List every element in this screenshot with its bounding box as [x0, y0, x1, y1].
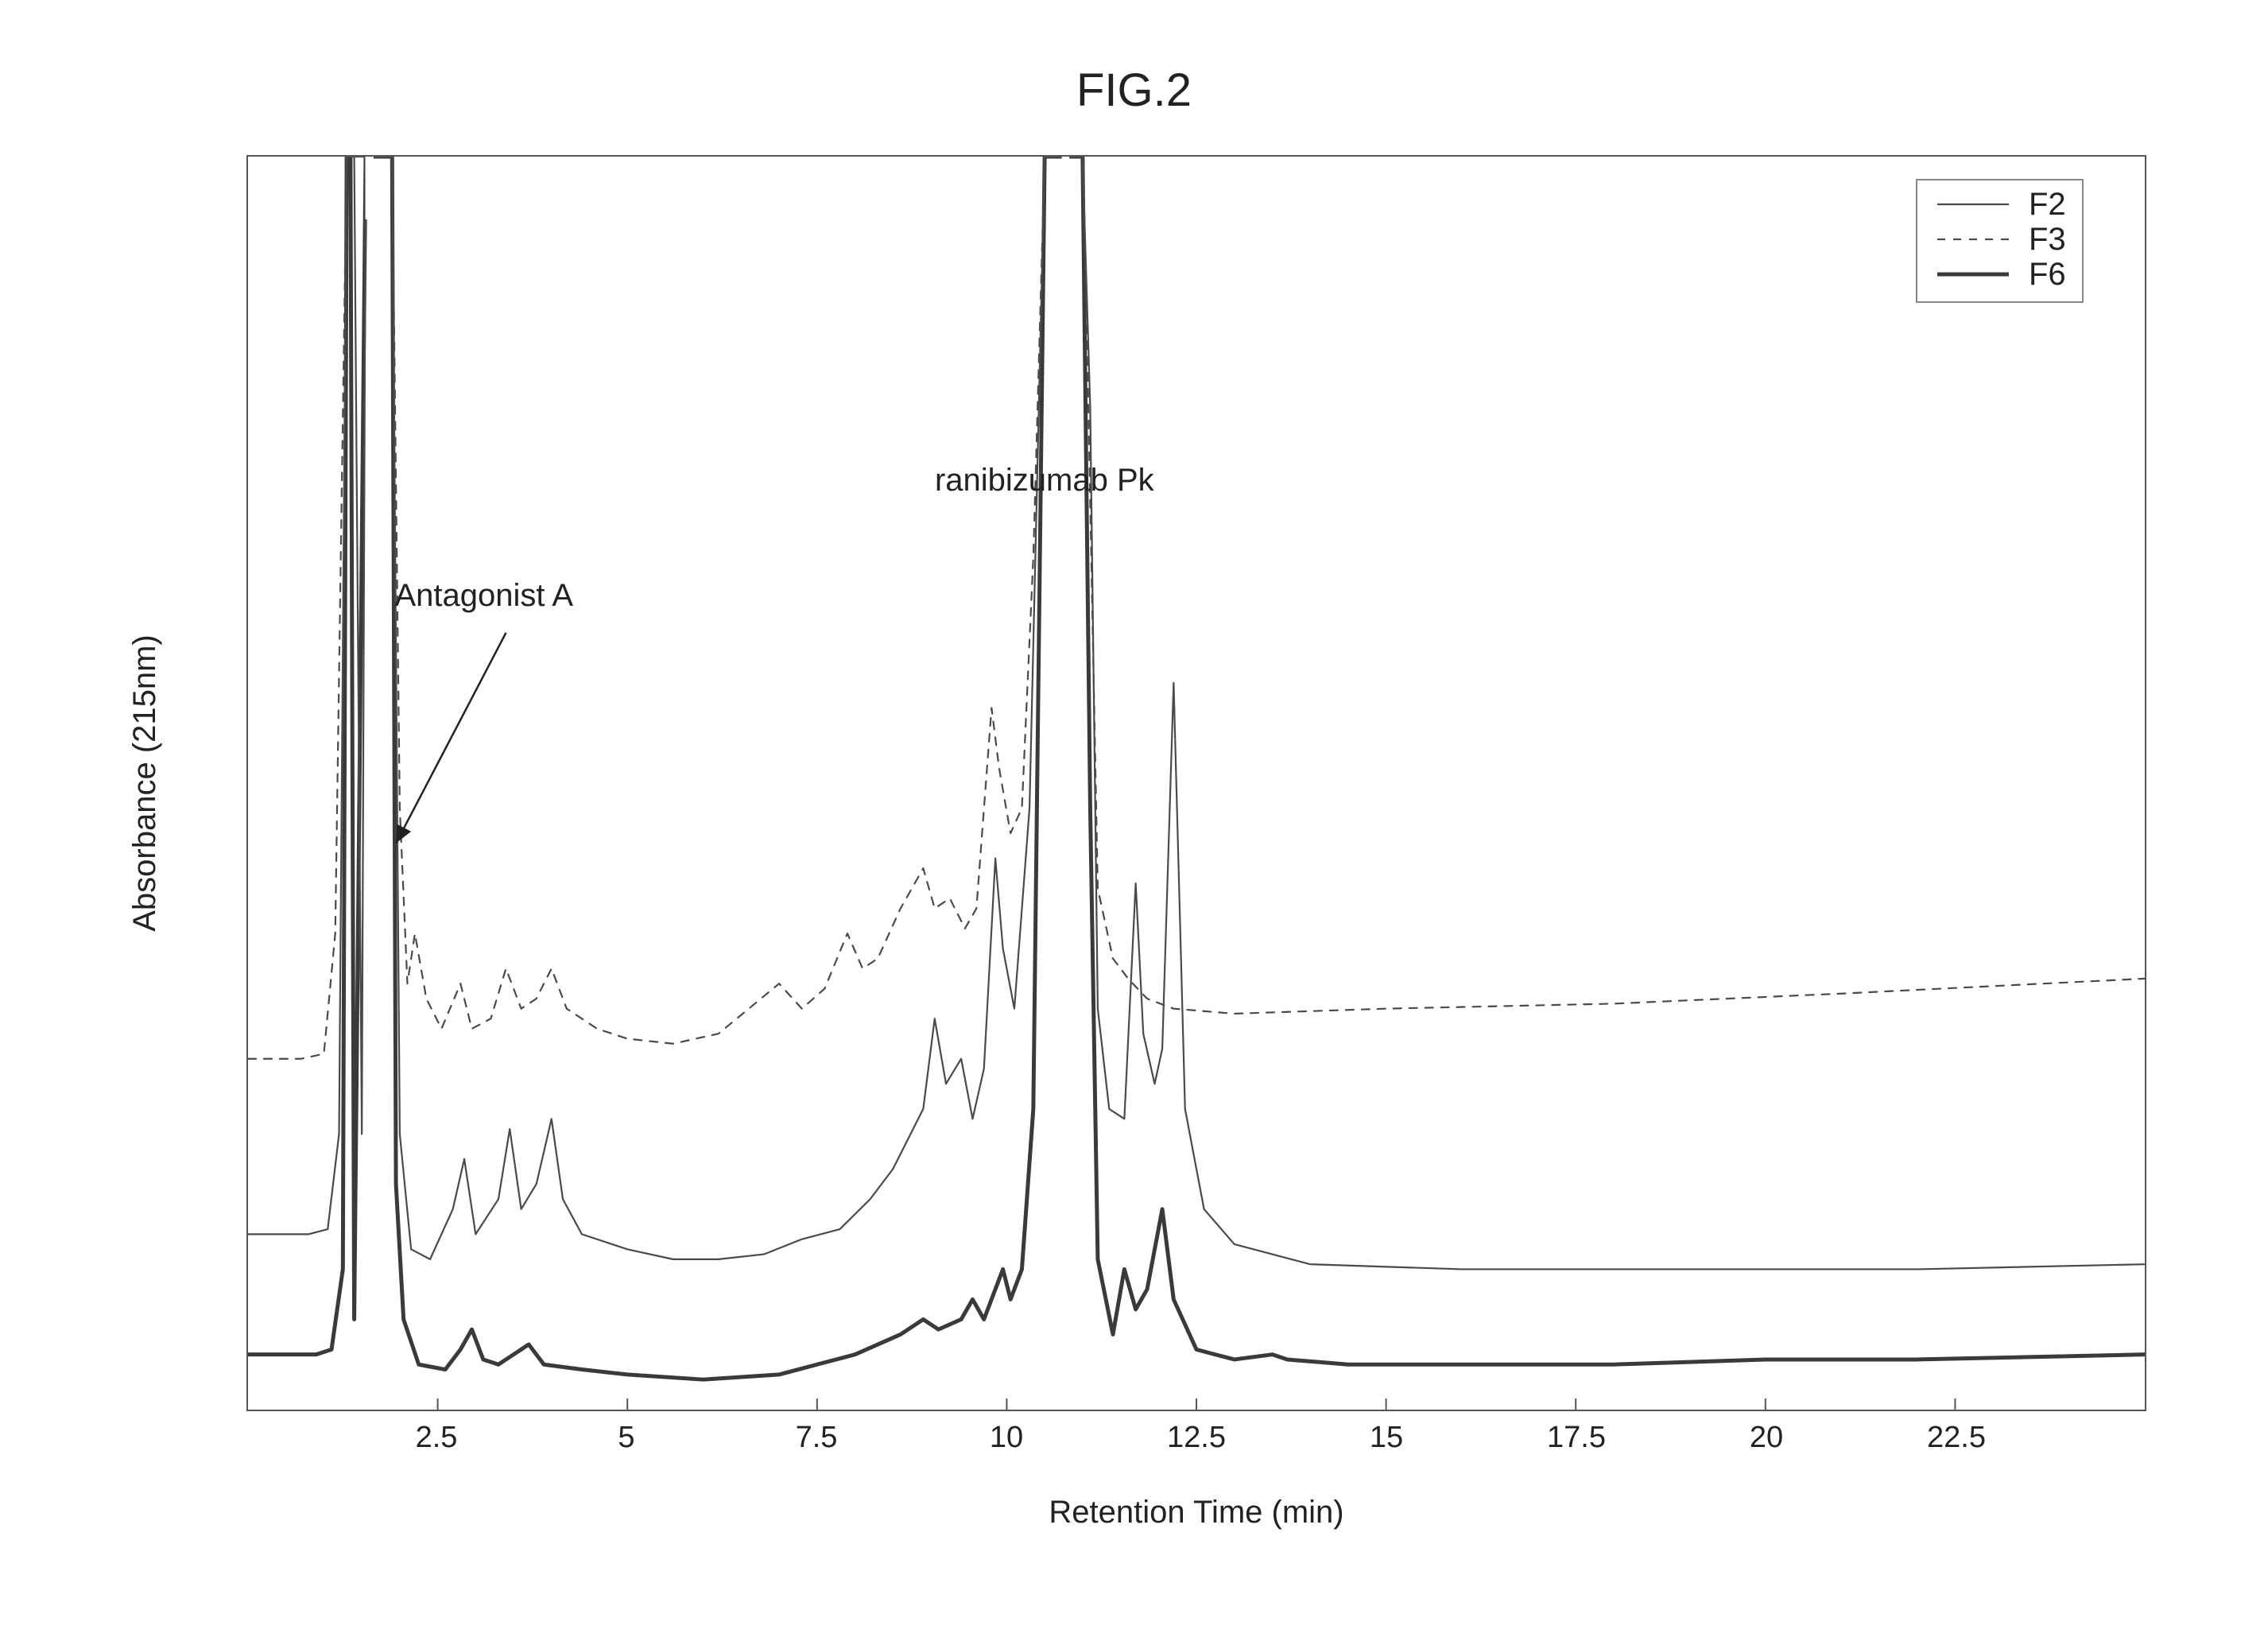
- peak-clip-gap: [1062, 157, 1069, 219]
- x-tick-label: 15: [1347, 1421, 1426, 1455]
- legend-swatch: [1933, 192, 2013, 216]
- series-F2: [248, 157, 2145, 1269]
- legend-swatch: [1933, 262, 2013, 286]
- x-tick-label: 2.5: [397, 1421, 476, 1455]
- series-F6: [248, 157, 2145, 1379]
- x-tick-label: 5: [587, 1421, 666, 1455]
- annotation-text: ranibizumab Pk: [886, 463, 1204, 498]
- x-tick-label: 10: [967, 1421, 1046, 1455]
- annotation-text: Antagonist A: [271, 578, 573, 614]
- legend-box: F2F3F6: [1916, 179, 2084, 303]
- x-tick-label: 20: [1727, 1421, 1806, 1455]
- legend-label: F6: [2029, 257, 2066, 293]
- figure-title: FIG.2: [0, 64, 2268, 117]
- figure-page: FIG.2 Retention Time (min) Absorbance (2…: [0, 0, 2268, 1637]
- annotation-arrow: [396, 633, 506, 844]
- legend-item: F3: [1933, 222, 2066, 257]
- legend-label: F3: [2029, 222, 2066, 258]
- chart-svg: [248, 157, 2145, 1410]
- chart-plot-area: [246, 155, 2146, 1411]
- legend-swatch: [1933, 227, 2013, 251]
- x-tick-label: 12.5: [1157, 1421, 1236, 1455]
- x-tick-label: 17.5: [1537, 1421, 1616, 1455]
- peak-clip-gap: [366, 157, 374, 219]
- y-axis-label: Absorbance (215nm): [127, 155, 167, 1411]
- x-axis-label: Retention Time (min): [246, 1495, 2146, 1530]
- x-tick-label: 7.5: [777, 1421, 856, 1455]
- legend-item: F6: [1933, 257, 2066, 292]
- legend-item: F2: [1933, 187, 2066, 222]
- x-tick-label: 22.5: [1917, 1421, 1996, 1455]
- legend-label: F2: [2029, 187, 2066, 223]
